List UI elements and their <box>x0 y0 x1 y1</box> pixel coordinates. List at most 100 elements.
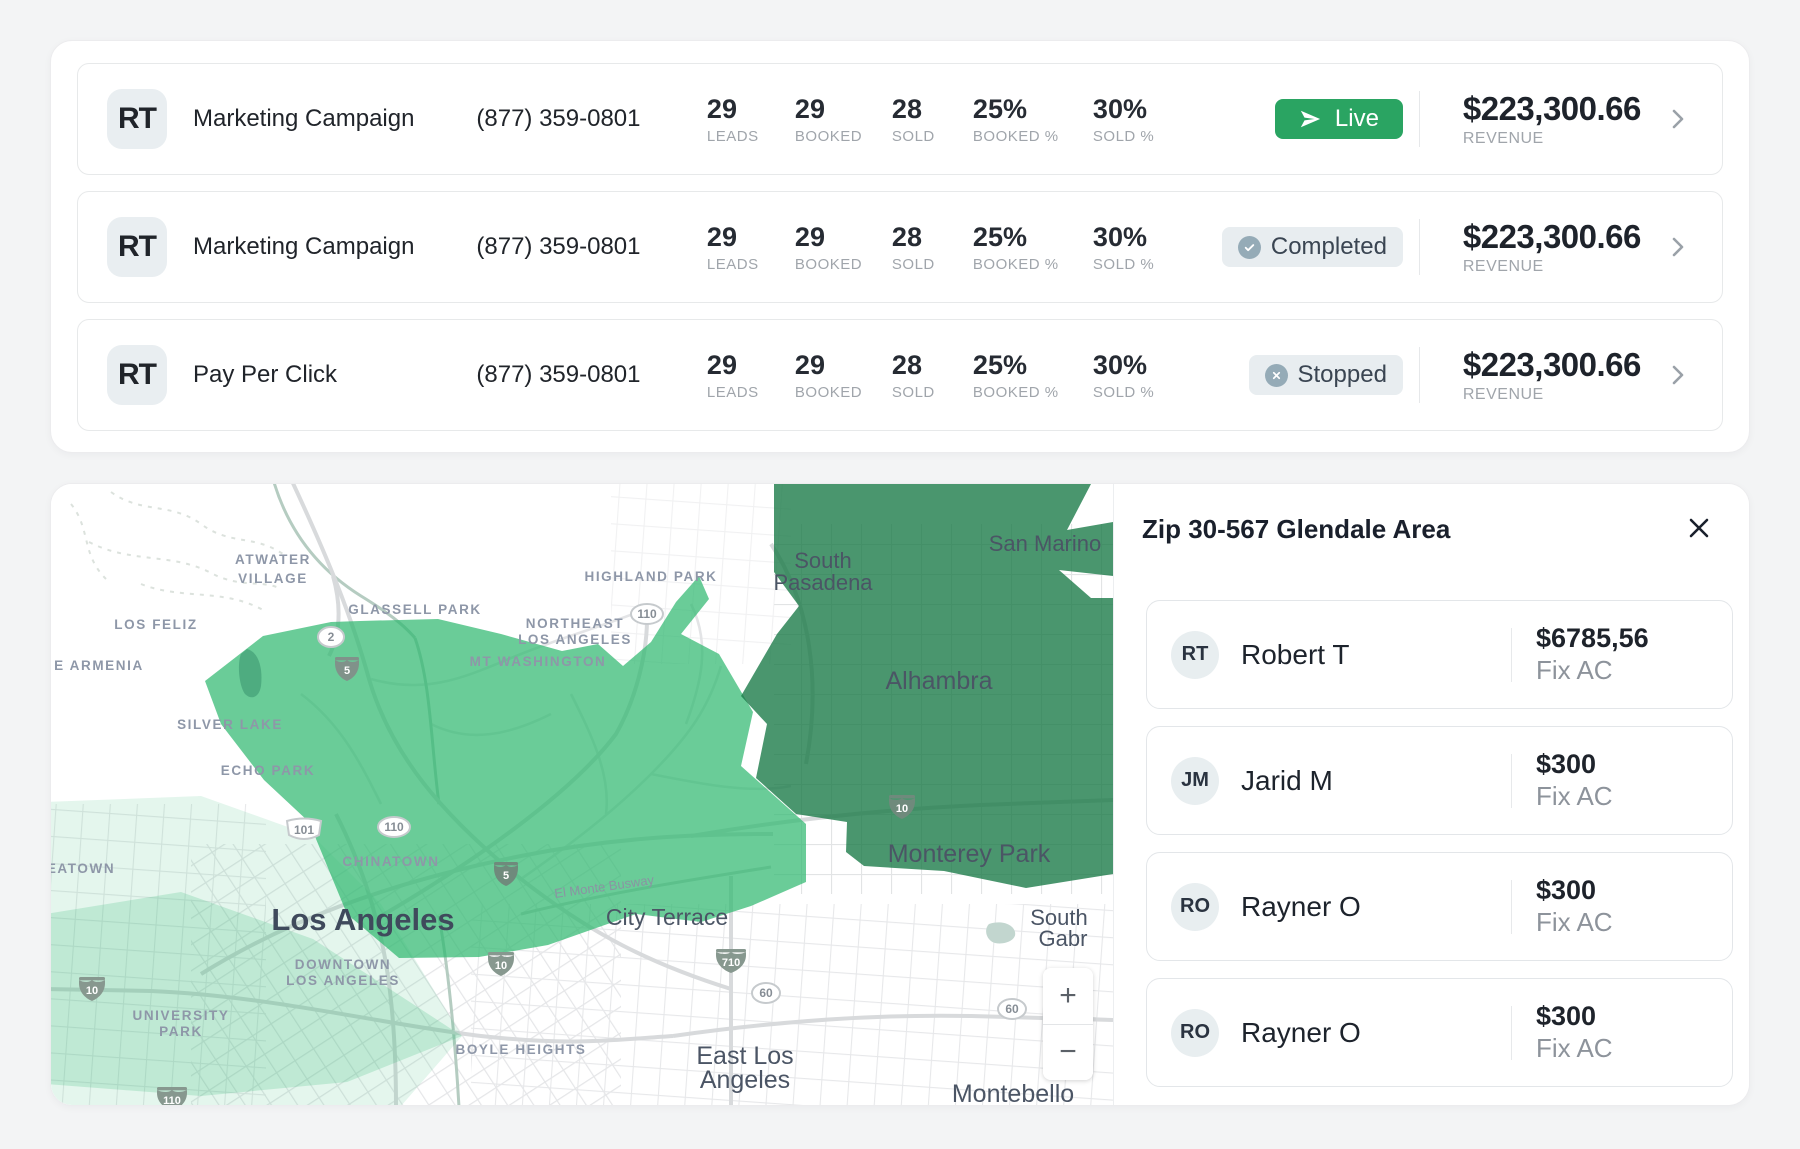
stat-label: BOOKED <box>794 383 863 401</box>
route-shield-label: 5 <box>344 665 350 677</box>
campaigns-panel: RT Marketing Campaign (877) 359-0801 29 L… <box>50 40 1750 453</box>
zoom-in-button[interactable]: + <box>1043 968 1093 1024</box>
stat-label: LEADS <box>706 127 759 145</box>
stat-label: SOLD % <box>1092 255 1155 273</box>
map-label: Pasadena <box>773 570 873 595</box>
stat-label: SOLD % <box>1092 383 1155 401</box>
stat-value: 29 <box>794 221 825 252</box>
divider <box>1511 753 1512 808</box>
stat-label: SOLD <box>891 383 935 401</box>
route-shield-label: 110 <box>163 1095 181 1106</box>
campaign-name: Marketing Campaign <box>193 233 415 260</box>
map-label: San Marino <box>989 531 1102 556</box>
stat-label: BOOKED % <box>972 255 1059 273</box>
campaign-row[interactable]: RT Pay Per Click (877) 359-0801 29 LEADS … <box>77 319 1723 431</box>
map-label: Alhambra <box>886 667 993 695</box>
revenue-value: $223,300.66 <box>1462 217 1642 255</box>
avatar: RT <box>107 345 167 405</box>
lead-service: Fix AC <box>1536 655 1613 685</box>
list-item[interactable]: RO Rayner O $300 Fix AC <box>1146 978 1733 1087</box>
list-item[interactable]: JM Jarid M $300 Fix AC <box>1146 726 1733 835</box>
route-shield-label: 710 <box>722 957 740 969</box>
campaign-stats: 29 LEADS 29 BOOKED 28 SOLD 25% BOOKED % 30% S… <box>707 350 1213 401</box>
map-label: ECHO PARK <box>221 763 315 778</box>
status-label: Completed <box>1270 233 1387 260</box>
avatar: RT <box>107 89 167 149</box>
lead-service: Fix AC <box>1536 907 1613 937</box>
zone-polygon-dark[interactable] <box>741 484 1113 888</box>
map-label: City Terrace <box>606 904 728 930</box>
avatar: RO <box>1171 1008 1219 1057</box>
chevron-right-icon[interactable] <box>1671 364 1685 386</box>
map-label: LOS ANGELES <box>518 632 632 647</box>
map-label: HIGHLAND PARK <box>584 569 717 584</box>
map-label: ATWATER <box>235 552 311 567</box>
lead-name: Jarid M <box>1241 764 1333 796</box>
map-label: NORTHEAST <box>526 616 624 631</box>
map-label: BOYLE HEIGHTS <box>455 1042 586 1057</box>
lead-name: Rayner O <box>1241 1016 1361 1048</box>
zone-lead-list: RT Robert T $6785,56 Fix AC JM Jarid M $… <box>1146 600 1733 1104</box>
map-label: South <box>794 548 852 573</box>
stat-label: BOOKED <box>794 255 863 273</box>
map-label: Gabr <box>1039 926 1088 951</box>
avatar: RO <box>1171 882 1219 931</box>
panel-title: Zip 30-567 Glendale Area <box>1142 514 1451 544</box>
lead-amount: $6785,56 <box>1536 623 1649 653</box>
map-label: Monterey Park <box>888 840 1051 868</box>
chevron-right-icon[interactable] <box>1671 108 1685 130</box>
lead-amount: $300 <box>1536 1001 1597 1031</box>
zoom-out-button[interactable]: − <box>1043 1024 1093 1080</box>
revenue-label: REVENUE <box>1462 257 1544 275</box>
map-label: Los Angeles <box>271 902 454 937</box>
map-label: LOS FELIZ <box>114 617 197 632</box>
avatar: JM <box>1171 756 1219 805</box>
zone-polygon-light-outer[interactable] <box>51 796 462 1106</box>
interstate-shields: 5 5 10 10 10 710 110 <box>79 657 915 1106</box>
map-label: UNIVERSITY <box>132 1008 229 1023</box>
stat-value: 25% <box>972 349 1027 380</box>
zone-detail-panel: Zip 30-567 Glendale Area RT Robert T $67… <box>1113 484 1749 1105</box>
stat-label: SOLD <box>891 127 935 145</box>
send-icon <box>1300 110 1320 128</box>
zone-polygon-light-inner[interactable] <box>51 892 462 1096</box>
lead-service: Fix AC <box>1536 781 1613 811</box>
campaign-name: Pay Per Click <box>193 361 338 388</box>
stat-value: 28 <box>891 349 922 380</box>
revenue-label: REVENUE <box>1462 129 1544 147</box>
divider <box>1418 347 1420 403</box>
map-label: MT WASHINGTON <box>470 654 607 669</box>
divider <box>1043 1023 1093 1025</box>
stat-value: 25% <box>972 221 1027 252</box>
stat-label: BOOKED % <box>972 383 1059 401</box>
campaign-stats: 29 LEADS 29 BOOKED 28 SOLD 25% BOOKED % 30% S… <box>707 94 1213 145</box>
campaign-phone: (877) 359-0801 <box>476 361 641 388</box>
chevron-right-icon[interactable] <box>1671 236 1685 258</box>
stat-value: 30% <box>1092 221 1147 252</box>
campaign-row[interactable]: RT Marketing Campaign (877) 359-0801 29 L… <box>77 191 1723 303</box>
revenue-value: $223,300.66 <box>1462 89 1642 127</box>
stat-value: 29 <box>706 221 737 252</box>
close-button[interactable] <box>1683 512 1715 544</box>
lead-amount: $300 <box>1536 875 1597 905</box>
stat-value: 29 <box>794 349 825 380</box>
map-svg: ATWATER VILLAGE HIGHLAND PARK LOS FELIZ … <box>51 484 1114 1106</box>
divider <box>1511 627 1512 682</box>
map-label: LOS ANGELES <box>286 973 400 988</box>
list-item[interactable]: RO Rayner O $300 Fix AC <box>1146 852 1733 961</box>
stat-value: 30% <box>1092 349 1147 380</box>
zone-polygons <box>51 484 1113 1106</box>
list-item[interactable]: RT Robert T $6785,56 Fix AC <box>1146 600 1733 709</box>
map-label: DOWNTOWN <box>295 957 392 972</box>
map-section: ATWATER VILLAGE HIGHLAND PARK LOS FELIZ … <box>50 483 1750 1106</box>
divider <box>1511 1005 1512 1060</box>
map-label: EATOWN <box>51 861 115 876</box>
campaign-row[interactable]: RT Marketing Campaign (877) 359-0801 29 L… <box>77 63 1723 175</box>
map-canvas[interactable]: ATWATER VILLAGE HIGHLAND PARK LOS FELIZ … <box>51 484 1114 1106</box>
stat-value: 28 <box>891 93 922 124</box>
status-label: Live <box>1334 105 1379 132</box>
stat-label: BOOKED % <box>972 127 1059 145</box>
route-shield-label: 10 <box>896 803 908 815</box>
stat-label: BOOKED <box>794 127 863 145</box>
lead-service: Fix AC <box>1536 1033 1613 1063</box>
